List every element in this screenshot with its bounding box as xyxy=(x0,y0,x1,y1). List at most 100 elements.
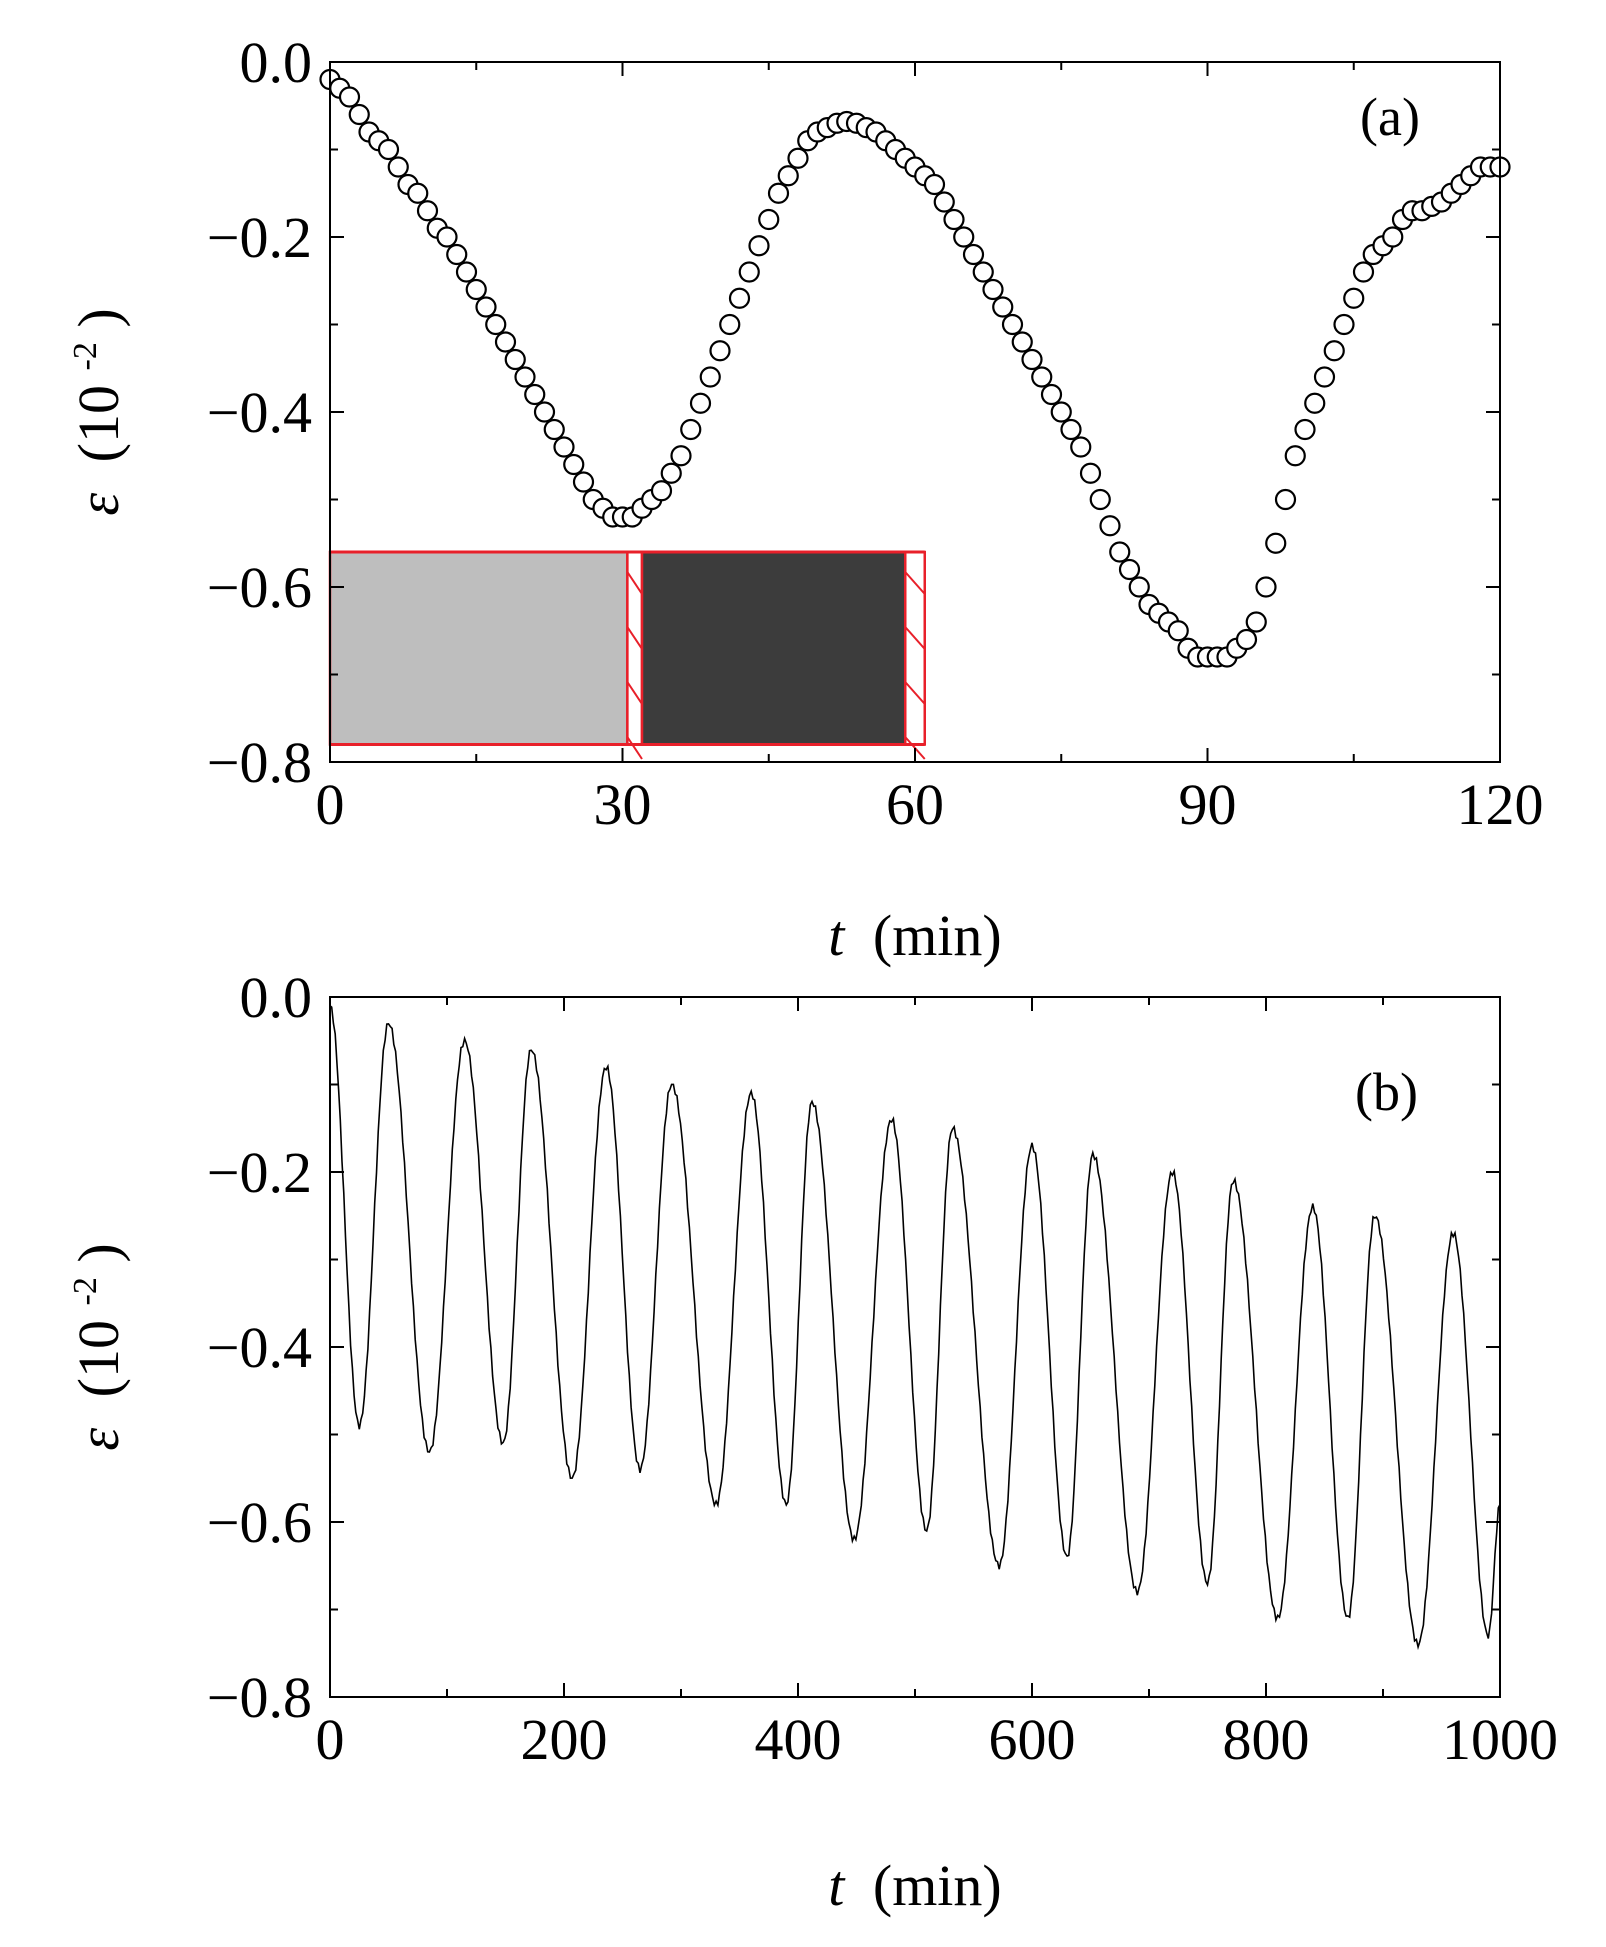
inset-block xyxy=(640,550,907,746)
data-point xyxy=(1167,620,1189,642)
panel-b: 0 200 400 600 800 1000 0.0 −0.2 −0.4 −0.6 −0.8 (b)… xyxy=(44,965,1558,1918)
inset-hatched-gap xyxy=(626,550,644,746)
x-tick-label: 0 xyxy=(316,772,345,837)
data-point xyxy=(475,296,497,318)
data-point xyxy=(1118,558,1141,581)
data-point xyxy=(1255,576,1277,598)
panel-a-label: (a) xyxy=(1360,87,1420,147)
data-point xyxy=(992,296,1014,318)
y-tick-label: −0.2 xyxy=(207,1140,312,1205)
data-point xyxy=(758,208,780,231)
data-point xyxy=(962,243,985,266)
data-point xyxy=(709,340,731,362)
data-point xyxy=(485,313,507,336)
data-point xyxy=(1128,576,1150,598)
data-point xyxy=(1352,261,1375,283)
data-point xyxy=(787,147,809,169)
panel-a-x-axis-title: t (min) xyxy=(828,903,1001,968)
data-point xyxy=(553,436,575,458)
data-point xyxy=(1235,628,1258,651)
inset-hatch-line xyxy=(904,571,926,595)
data-point xyxy=(1070,436,1092,458)
data-point xyxy=(1001,313,1024,336)
data-point xyxy=(1274,488,1297,511)
data-point xyxy=(650,480,673,502)
panel-a: 0 30 60 90 120 0.0 −0.2 −0.4 −0.6 −0.8 (a) t (min… xyxy=(44,30,1544,968)
inset-hatch-line xyxy=(626,736,643,760)
data-point xyxy=(446,243,468,266)
data-point xyxy=(1079,462,1102,484)
inset-hatch-line xyxy=(626,571,643,595)
y-tick-label: 0.0 xyxy=(240,30,313,95)
panel-b-y-close: ) xyxy=(66,1243,131,1262)
panel-a-x-unit: (min) xyxy=(873,903,1002,968)
inset-illustration xyxy=(328,550,926,760)
data-point xyxy=(1040,383,1063,406)
panel-b-y-axis-title: ε (10 -2 ) xyxy=(44,1243,131,1450)
data-point xyxy=(1060,418,1082,441)
data-point xyxy=(377,138,400,161)
data-point xyxy=(1343,287,1365,309)
x-tick-label: 0 xyxy=(316,1707,345,1772)
panel-b-series-line xyxy=(329,1005,1501,1651)
panel-b-plot-frame xyxy=(329,996,1501,1698)
data-point xyxy=(1333,313,1355,336)
data-point xyxy=(514,366,536,388)
data-point xyxy=(387,156,409,178)
inset-hatch-line xyxy=(904,626,926,650)
data-point xyxy=(923,173,946,196)
y-tick-label: −0.6 xyxy=(207,1490,312,1555)
panel-b-y-exp: -2 xyxy=(67,1277,104,1305)
data-point xyxy=(982,278,1004,301)
panel-b-y-unit: (10 xyxy=(66,1320,131,1397)
data-point xyxy=(494,331,517,353)
inset-hatch-line xyxy=(904,681,926,705)
inset-block xyxy=(328,550,629,746)
data-point xyxy=(455,261,478,283)
data-point xyxy=(748,235,770,257)
x-tick-label: 200 xyxy=(521,1707,608,1772)
inset-hatched-gap xyxy=(904,550,926,746)
panel-a-y-exp: -2 xyxy=(67,342,104,370)
data-point xyxy=(943,208,965,231)
data-point xyxy=(972,261,994,283)
panel-a-y-axis-title: ε (10 -2 ) xyxy=(44,308,131,515)
data-point xyxy=(1099,515,1121,537)
y-tick-label: −0.6 xyxy=(207,555,312,620)
x-tick-label: 90 xyxy=(1179,772,1237,837)
data-point xyxy=(465,278,487,301)
data-point xyxy=(1382,226,1404,248)
data-point xyxy=(719,313,741,336)
panel-a-y-var: ε xyxy=(66,493,131,516)
x-tick-label: 30 xyxy=(594,772,652,837)
panel-a-x-var: t xyxy=(828,903,846,968)
panel-a-data-points xyxy=(319,68,1511,668)
data-point xyxy=(699,366,721,388)
y-tick-label: −0.8 xyxy=(207,1665,312,1730)
data-point xyxy=(543,418,565,441)
data-point xyxy=(504,348,526,371)
data-point xyxy=(1021,348,1043,371)
data-point xyxy=(728,287,751,309)
data-point xyxy=(436,226,458,248)
x-tick-label: 600 xyxy=(989,1707,1076,1772)
data-point xyxy=(1323,340,1345,362)
data-point xyxy=(777,165,799,187)
data-point xyxy=(933,191,955,213)
panel-b-x-axis-title: t (min) xyxy=(828,1853,1001,1918)
panel-b-x-var: t xyxy=(828,1853,846,1918)
y-tick-label: 0.0 xyxy=(240,965,313,1030)
data-point xyxy=(1031,366,1053,388)
data-point xyxy=(680,418,702,441)
data-point xyxy=(348,103,370,126)
inset-hatch-line xyxy=(626,626,643,650)
data-point xyxy=(1011,331,1033,353)
y-tick-label: −0.8 xyxy=(207,730,312,795)
x-tick-label: 400 xyxy=(755,1707,842,1772)
data-point xyxy=(416,200,439,222)
data-point xyxy=(1089,488,1111,511)
data-point xyxy=(524,383,546,406)
data-point xyxy=(1313,366,1336,388)
data-point xyxy=(1109,541,1131,563)
y-tick-label: −0.4 xyxy=(207,380,312,445)
